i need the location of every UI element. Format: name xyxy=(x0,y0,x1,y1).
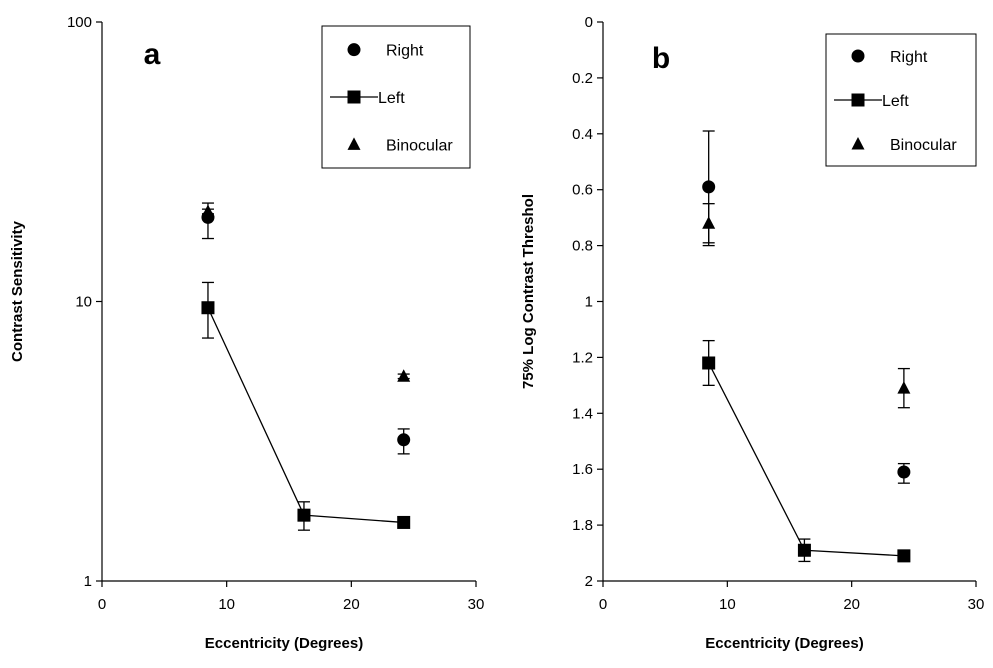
triangle-marker xyxy=(347,137,361,150)
legend-label: Binocular xyxy=(386,137,453,154)
legend-label: Right xyxy=(890,49,928,66)
y-tick-label: 0.8 xyxy=(572,238,593,255)
triangle-marker xyxy=(851,137,865,150)
triangle-marker xyxy=(897,381,911,394)
y-tick-label: 0.6 xyxy=(572,182,593,199)
square-marker xyxy=(397,515,411,529)
series-left xyxy=(201,281,411,531)
panel-a: 0 10 20 30 1 10 100 Eccentricity (Degrees) Contr… xyxy=(9,14,484,652)
y-tick-label: 1 xyxy=(585,294,593,311)
triangle-marker xyxy=(201,204,215,217)
legend-label: Left xyxy=(378,90,405,107)
y-tick-label: 1.8 xyxy=(572,517,593,534)
x-tick-label: 20 xyxy=(343,596,360,613)
square-marker xyxy=(851,93,865,107)
circle-marker xyxy=(397,433,411,447)
y-axis-title: Contrast Sensitivity xyxy=(9,220,26,362)
y-tick-label: 0.2 xyxy=(572,70,593,87)
triangle-marker xyxy=(397,369,411,382)
series-binocular xyxy=(201,204,411,382)
legend-label: Binocular xyxy=(890,137,957,154)
y-tick-label: 1.4 xyxy=(572,405,593,422)
square-marker xyxy=(797,543,811,557)
series-right xyxy=(702,130,911,484)
x-axis-title: Eccentricity (Degrees) xyxy=(705,635,863,652)
y-tick-label: 100 xyxy=(67,14,92,31)
square-marker xyxy=(201,301,215,315)
circle-marker xyxy=(702,180,716,194)
panel-letter: a xyxy=(144,38,161,71)
x-tick-label: 20 xyxy=(843,596,860,613)
legend-label: Right xyxy=(386,43,424,60)
legend-label: Left xyxy=(882,93,909,110)
square-marker xyxy=(297,508,311,522)
circle-marker xyxy=(897,465,911,479)
y-tick-label: 0.4 xyxy=(572,126,593,143)
y-tick-label: 1.2 xyxy=(572,349,593,366)
x-tick-label: 0 xyxy=(599,596,607,613)
y-tick-label: 0 xyxy=(585,14,593,31)
series-line xyxy=(207,307,404,524)
series-binocular xyxy=(702,203,911,409)
x-tick-label: 30 xyxy=(968,596,985,613)
series-right xyxy=(201,202,411,455)
x-tick-label: 10 xyxy=(719,596,736,613)
x-tick-label: 30 xyxy=(468,596,485,613)
legend: Right Left Binocular xyxy=(825,33,977,167)
square-marker xyxy=(897,549,911,563)
circle-marker xyxy=(347,43,361,57)
y-tick-label: 2 xyxy=(585,573,593,590)
circle-marker xyxy=(851,49,865,63)
square-marker xyxy=(702,356,716,370)
series-line xyxy=(708,362,904,557)
y-tick-label: 10 xyxy=(75,294,92,311)
y-tick-label: 1 xyxy=(84,573,92,590)
x-axis-title: Eccentricity (Degrees) xyxy=(205,635,363,652)
panel-letter: b xyxy=(652,42,670,75)
x-tick-label: 0 xyxy=(98,596,106,613)
panel-b: 0 10 20 30 0 0.2 0.4 0.6 0.8 1 1.2 1.4 1.6 1.8 2 Eccent… xyxy=(520,14,984,652)
series-left xyxy=(702,339,911,563)
triangle-marker xyxy=(702,216,716,229)
x-tick-label: 10 xyxy=(218,596,235,613)
y-tick-label: 1.6 xyxy=(572,461,593,478)
legend: Right Left Binocular xyxy=(321,25,471,169)
square-marker xyxy=(347,90,361,104)
y-axis-title: 75% Log Contrast Threshol xyxy=(520,194,537,389)
